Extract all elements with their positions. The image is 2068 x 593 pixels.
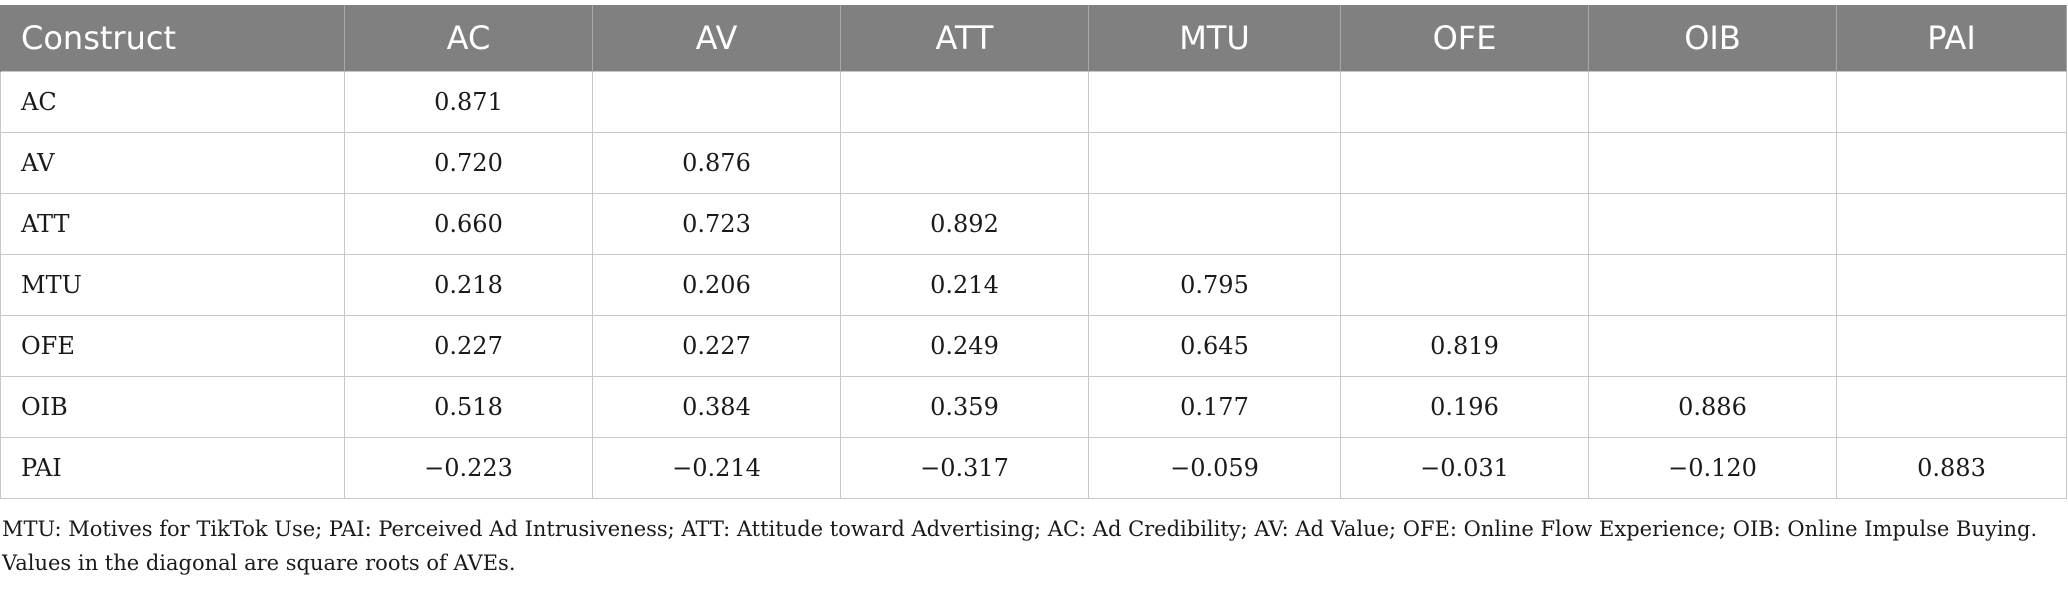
- table-cell: [840, 132, 1089, 194]
- table-row: PAI −0.223 −0.214 −0.317 −0.059 −0.031 −…: [0, 437, 2067, 499]
- table-cell: 0.720: [344, 132, 593, 194]
- table-cell: −0.031: [1340, 437, 1589, 499]
- table-cell: 0.227: [592, 315, 841, 377]
- table-row: AC 0.871: [0, 71, 2067, 133]
- table-cell: [1836, 254, 2067, 316]
- table-cell: [1340, 71, 1589, 133]
- table-cell: 0.645: [1088, 315, 1341, 377]
- header-cell-av: AV: [592, 5, 841, 72]
- header-cell-att: ATT: [840, 5, 1089, 72]
- table-cell: −0.059: [1088, 437, 1341, 499]
- table-cell: [1836, 193, 2067, 255]
- header-cell-ac: AC: [344, 5, 593, 72]
- table-row: AV 0.720 0.876: [0, 132, 2067, 194]
- table-cell: 0.892: [840, 193, 1089, 255]
- table-cell: [1088, 71, 1341, 133]
- table-cell: [1088, 193, 1341, 255]
- row-label: OFE: [0, 315, 345, 377]
- row-label: AC: [0, 71, 345, 133]
- table-cell: [1588, 254, 1837, 316]
- table-row: OFE 0.227 0.227 0.249 0.645 0.819: [0, 315, 2067, 377]
- table-cell: −0.120: [1588, 437, 1837, 499]
- table-cell: [592, 71, 841, 133]
- table-cell: 0.660: [344, 193, 593, 255]
- discriminant-validity-table: Construct AC AV ATT MTU OFE OIB PAI AC 0…: [0, 5, 2067, 499]
- table-footnote: MTU: Motives for TikTok Use; PAI: Percei…: [2, 517, 2038, 575]
- table-cell: [1836, 376, 2067, 438]
- table-cell: [840, 71, 1089, 133]
- table-cell: [1588, 132, 1837, 194]
- table-cell: [1836, 71, 2067, 133]
- correlation-table-container: Construct AC AV ATT MTU OFE OIB PAI AC 0…: [0, 5, 2067, 499]
- table-row: MTU 0.218 0.206 0.214 0.795: [0, 254, 2067, 316]
- table-cell: 0.218: [344, 254, 593, 316]
- header-cell-construct: Construct: [0, 5, 345, 72]
- table-cell: 0.871: [344, 71, 593, 133]
- table-row: ATT 0.660 0.723 0.892: [0, 193, 2067, 255]
- table-row: OIB 0.518 0.384 0.359 0.177 0.196 0.886: [0, 376, 2067, 438]
- row-label: ATT: [0, 193, 345, 255]
- table-cell: 0.359: [840, 376, 1089, 438]
- table-cell: 0.227: [344, 315, 593, 377]
- table-cell: 0.883: [1836, 437, 2067, 499]
- table-cell: 0.206: [592, 254, 841, 316]
- table-cell: [1588, 315, 1837, 377]
- row-label: MTU: [0, 254, 345, 316]
- table-cell: −0.317: [840, 437, 1089, 499]
- header-cell-pai: PAI: [1836, 5, 2067, 72]
- table-cell: −0.214: [592, 437, 841, 499]
- header-cell-mtu: MTU: [1088, 5, 1341, 72]
- table-cell: −0.223: [344, 437, 593, 499]
- table-cell: 0.177: [1088, 376, 1341, 438]
- table-cell: [1836, 315, 2067, 377]
- table-cell: 0.886: [1588, 376, 1837, 438]
- table-cell: 0.819: [1340, 315, 1589, 377]
- table-cell: 0.249: [840, 315, 1089, 377]
- table-cell: 0.384: [592, 376, 841, 438]
- table-cell: 0.196: [1340, 376, 1589, 438]
- table-cell: 0.723: [592, 193, 841, 255]
- table-cell: [1588, 71, 1837, 133]
- table-cell: [1588, 193, 1837, 255]
- table-cell: [1340, 193, 1589, 255]
- row-label: AV: [0, 132, 345, 194]
- table-cell: 0.214: [840, 254, 1089, 316]
- header-cell-oib: OIB: [1588, 5, 1837, 72]
- row-label: OIB: [0, 376, 345, 438]
- table-cell: [1088, 132, 1341, 194]
- table-cell: [1836, 132, 2067, 194]
- table-cell: 0.795: [1088, 254, 1341, 316]
- table-cell: [1340, 254, 1589, 316]
- row-label: PAI: [0, 437, 345, 499]
- header-cell-ofe: OFE: [1340, 5, 1589, 72]
- table-cell: 0.876: [592, 132, 841, 194]
- table-header-row: Construct AC AV ATT MTU OFE OIB PAI: [0, 5, 2067, 72]
- table-cell: [1340, 132, 1589, 194]
- table-cell: 0.518: [344, 376, 593, 438]
